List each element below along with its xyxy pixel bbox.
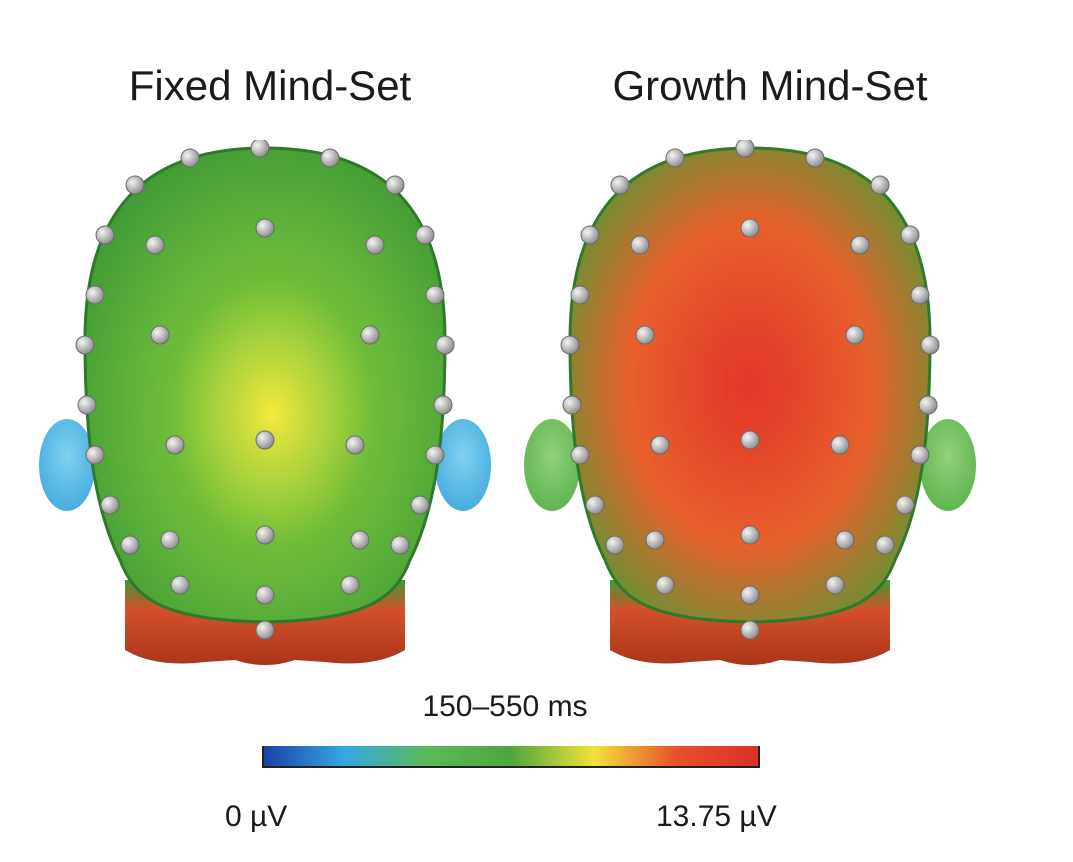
electrode-15 — [360, 325, 380, 345]
time-window-label: 150–550 ms — [422, 690, 588, 723]
electrode-34 — [740, 620, 760, 640]
growth-scalp-svg — [524, 140, 976, 665]
electrode-8 — [255, 218, 275, 238]
electrode-26 — [120, 535, 140, 555]
electrode-9 — [365, 235, 385, 255]
electrode-32 — [255, 585, 275, 605]
electrode-21 — [740, 430, 760, 450]
electrode-11 — [85, 285, 105, 305]
electrode-22 — [830, 435, 850, 455]
electrode-25 — [410, 495, 430, 515]
electrode-23 — [910, 445, 930, 465]
electrode-23 — [425, 445, 445, 465]
electrode-24 — [585, 495, 605, 515]
electrode-27 — [645, 530, 665, 550]
electrode-31 — [170, 575, 190, 595]
electrode-3 — [320, 148, 340, 168]
electrode-11 — [570, 285, 590, 305]
electrode-4 — [125, 175, 145, 195]
left-ear — [39, 419, 95, 511]
fixed-mindset-title: Fixed Mind-Set — [128, 62, 412, 109]
color-scale-max-label: 13.75 µV — [656, 800, 777, 833]
electrode-4 — [610, 175, 630, 195]
electrode-31 — [655, 575, 675, 595]
electrode-6 — [580, 225, 600, 245]
electrode-20 — [165, 435, 185, 455]
electrode-30 — [875, 535, 895, 555]
growth-mindset-scalp-map — [520, 140, 980, 670]
electrode-28 — [740, 525, 760, 545]
electrode-10 — [900, 225, 920, 245]
electrode-7 — [630, 235, 650, 255]
electrode-3 — [805, 148, 825, 168]
electrode-29 — [350, 530, 370, 550]
left-ear — [524, 419, 580, 511]
electrode-24 — [100, 495, 120, 515]
electrode-19 — [570, 445, 590, 465]
electrode-2 — [250, 140, 270, 158]
electrode-13 — [75, 335, 95, 355]
right-ear — [435, 419, 491, 511]
electrode-20 — [650, 435, 670, 455]
electrode-12 — [910, 285, 930, 305]
electrode-7 — [145, 235, 165, 255]
electrode-16 — [920, 335, 940, 355]
electrode-8 — [740, 218, 760, 238]
electrode-32 — [740, 585, 760, 605]
right-ear — [920, 419, 976, 511]
color-scale-bar — [262, 746, 760, 768]
color-scale-svg — [262, 746, 760, 768]
electrode-33 — [825, 575, 845, 595]
electrode-21 — [255, 430, 275, 450]
electrode-1 — [665, 148, 685, 168]
electrode-15 — [845, 325, 865, 345]
electrode-26 — [605, 535, 625, 555]
color-scale-gradient — [262, 746, 760, 768]
electrode-14 — [150, 325, 170, 345]
electrode-5 — [870, 175, 890, 195]
electrode-9 — [850, 235, 870, 255]
electrode-14 — [635, 325, 655, 345]
electrode-18 — [918, 395, 938, 415]
fixed-scalp-svg — [39, 140, 491, 665]
electrode-2 — [735, 140, 755, 158]
electrode-5 — [385, 175, 405, 195]
electrode-17 — [77, 395, 97, 415]
electrode-25 — [895, 495, 915, 515]
electrode-10 — [415, 225, 435, 245]
electrode-13 — [560, 335, 580, 355]
electrode-22 — [345, 435, 365, 455]
color-scale-min-label: 0 µV — [225, 800, 288, 833]
electrode-30 — [390, 535, 410, 555]
fixed-mindset-scalp-map — [35, 140, 495, 670]
electrode-grid — [75, 140, 455, 640]
electrode-18 — [433, 395, 453, 415]
electrode-29 — [835, 530, 855, 550]
electrode-grid — [560, 140, 940, 640]
electrode-34 — [255, 620, 275, 640]
electrode-12 — [425, 285, 445, 305]
electrode-16 — [435, 335, 455, 355]
electrode-1 — [180, 148, 200, 168]
electrode-27 — [160, 530, 180, 550]
growth-mindset-title: Growth Mind-Set — [612, 62, 928, 109]
electrode-28 — [255, 525, 275, 545]
electrode-6 — [95, 225, 115, 245]
electrode-19 — [85, 445, 105, 465]
electrode-33 — [340, 575, 360, 595]
electrode-17 — [562, 395, 582, 415]
